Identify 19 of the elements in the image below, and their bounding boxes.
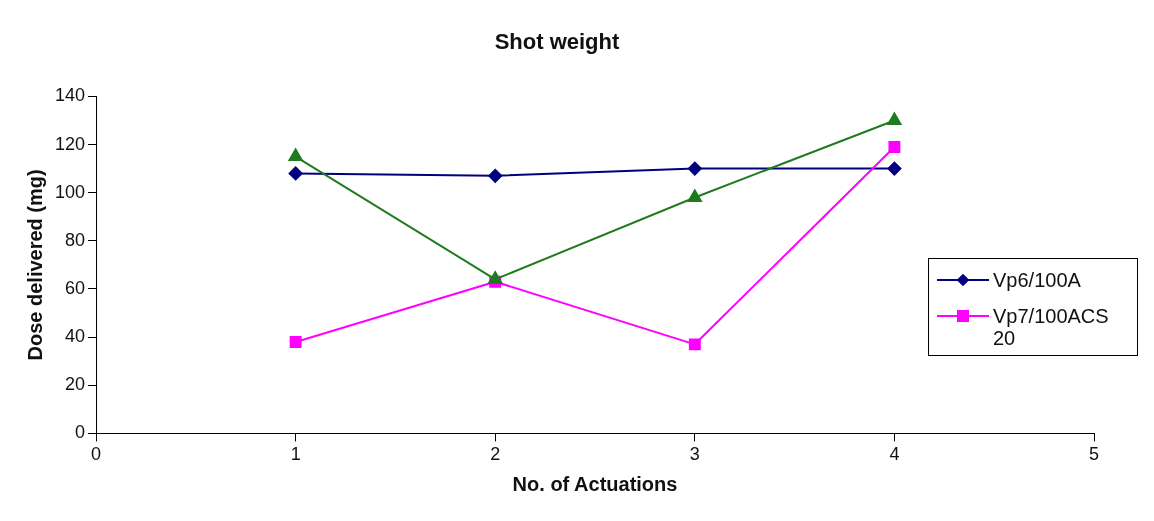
y-tick-label: 120 bbox=[54, 133, 86, 154]
x-tick-label: 5 bbox=[1088, 444, 1100, 465]
y-tick-label: 140 bbox=[54, 85, 86, 106]
x-axis-title: No. of Actuations bbox=[512, 472, 678, 495]
x-tick-label: 2 bbox=[490, 444, 501, 465]
x-tick-label: 1 bbox=[290, 444, 301, 465]
x-tick-label: 4 bbox=[889, 444, 900, 465]
y-tick-label: 80 bbox=[65, 229, 86, 250]
x-tick-label: 0 bbox=[91, 444, 102, 465]
y-axis-title: Dose delivered (mg) bbox=[23, 169, 46, 361]
x-tick-label: 3 bbox=[689, 444, 700, 465]
y-tick-label: 60 bbox=[65, 277, 86, 298]
chart-title: Shot weight bbox=[494, 29, 620, 55]
legend-label: Vp7/100ACS 20 bbox=[993, 305, 1110, 349]
legend-label: Vp6/100A bbox=[993, 269, 1082, 291]
y-tick-label: 100 bbox=[54, 181, 86, 202]
y-tick-label: 20 bbox=[65, 374, 86, 395]
y-tick-label: 0 bbox=[75, 422, 86, 443]
y-tick-label: 40 bbox=[65, 326, 86, 347]
